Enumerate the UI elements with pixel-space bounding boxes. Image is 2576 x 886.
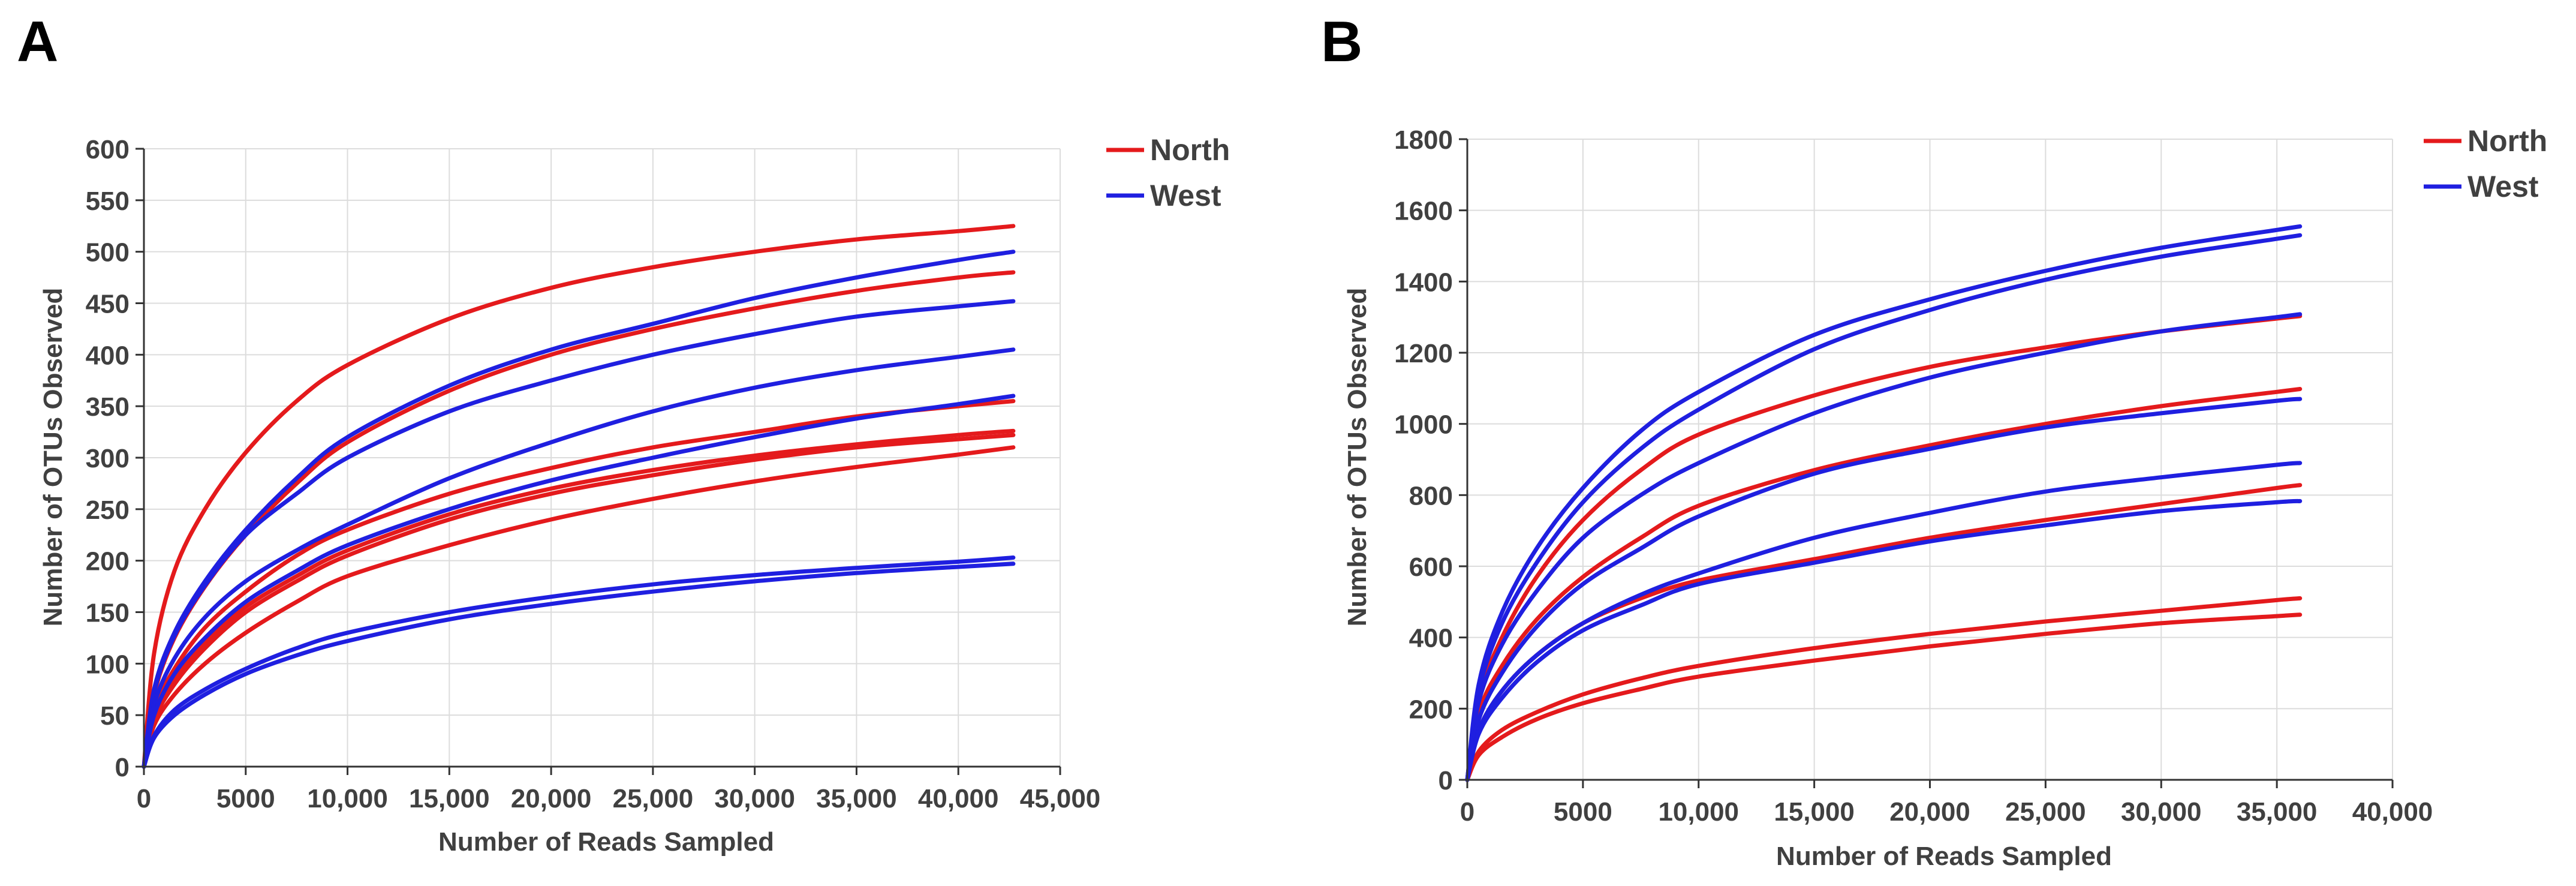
panel-b-x-tick-label: 10,000: [1658, 797, 1739, 827]
panel-a-west-curve-11: [142, 555, 1016, 769]
panel-a-north-curve-4: [142, 428, 1016, 769]
panel-a-y-tick-label: 300: [86, 444, 130, 473]
panel-b-y-tick-label: 800: [1409, 481, 1453, 510]
panel-b-y-tick-label: 1800: [1394, 125, 1453, 155]
panel-a-x-tick-label: 0: [137, 784, 151, 813]
panel-b-legend: North West: [2424, 124, 2547, 203]
panel-b-y-tick-label: 1600: [1394, 197, 1453, 226]
panel-b-y-tick-label: 1200: [1394, 339, 1453, 368]
panel-b-west-curve-6: [1465, 224, 2303, 782]
panel-a-north-curve-2: [142, 270, 1016, 769]
panel-a-x-tick-label: 35,000: [816, 784, 897, 813]
panel-b-y-tick-label: 600: [1409, 552, 1453, 582]
panel-a-y-tick-label: 600: [86, 135, 130, 164]
panel-b-x-tick-label: 20,000: [1889, 797, 1970, 827]
panel-a-ticks: 0 5000 10,000 15,000 20,000 25,000 30,000 35,00…: [86, 135, 1101, 813]
panel-a-y-tick-label: 100: [86, 650, 130, 679]
panel-a-y-tick-label: 500: [86, 238, 130, 268]
panel-a-y-tick-label: 550: [86, 187, 130, 216]
panel-b-legend-north-label: North: [2467, 124, 2547, 158]
panel-a-y-tick-label: 350: [86, 392, 130, 422]
panel-a-x-tick-label: 30,000: [714, 784, 795, 813]
panel-a-west-curve-12: [142, 561, 1016, 769]
panel-a-x-tick-label: 15,000: [409, 784, 490, 813]
panel-a-x-tick-label: 10,000: [307, 784, 388, 813]
panel-b-x-tick-label: 0: [1460, 797, 1474, 827]
panel-a-west-curve-10: [142, 394, 1016, 769]
panel-b: B 0 5000 10,000 15,000 20,000 25,000 30,000 35,…: [1321, 10, 2547, 871]
panel-a-y-tick-label: 400: [86, 341, 130, 370]
panel-b-x-tick-label: 15,000: [1774, 797, 1855, 827]
panel-a-north-curve-5: [142, 433, 1016, 769]
panel-b-west-curve-11: [1465, 498, 2303, 782]
panel-b-west-curve-9: [1465, 397, 2303, 782]
panel-a-x-tick-label: 20,000: [511, 784, 592, 813]
panel-a: A 0 5000 10,000 15,000 20,000 25,000 30,000 35,…: [17, 10, 1230, 857]
panel-b-y-axis-title: Number of OTUs Observed: [1343, 288, 1372, 627]
panel-b-curves: [1465, 224, 2303, 782]
panel-b-x-tick-label: 35,000: [2237, 797, 2318, 827]
panel-a-west-curve-9: [142, 347, 1016, 769]
panel-b-x-axis-title: Number of Reads Sampled: [1776, 842, 2112, 871]
panel-a-y-tick-label: 50: [100, 701, 130, 731]
panel-b-north-curve-2: [1465, 387, 2303, 782]
panel-b-west-curve-7: [1465, 233, 2303, 782]
panel-a-legend: North West: [1106, 133, 1230, 212]
panel-a-x-tick-label: 25,000: [613, 784, 694, 813]
panel-b-ticks: 0 5000 10,000 15,000 20,000 25,000 30,000 35,00…: [1394, 125, 2433, 827]
panel-b-x-tick-label: 5000: [1554, 797, 1612, 827]
panel-a-north-curve-6: [142, 445, 1016, 769]
panel-b-label: B: [1321, 10, 1362, 74]
panel-a-north-curve-1: [142, 224, 1016, 769]
panel-b-y-tick-label: 200: [1409, 695, 1453, 724]
panel-a-x-tick-label: 5000: [216, 784, 275, 813]
panel-a-legend-north-label: North: [1150, 133, 1230, 167]
panel-b-legend-west-label: West: [2467, 170, 2539, 203]
panel-a-label: A: [17, 10, 58, 74]
panel-b-west-curve-10: [1465, 461, 2303, 782]
panel-a-west-curve-8: [142, 299, 1016, 769]
panel-a-y-tick-label: 150: [86, 599, 130, 628]
panel-a-legend-west-label: West: [1150, 179, 1221, 212]
panel-b-y-tick-label: 1000: [1394, 410, 1453, 440]
panel-a-y-tick-label: 0: [115, 753, 130, 782]
panel-a-y-tick-label: 450: [86, 290, 130, 319]
panel-a-north-curve-3: [142, 399, 1016, 769]
panel-b-north-curve-4: [1465, 596, 2303, 782]
panel-a-y-axis-title: Number of OTUs Observed: [38, 288, 68, 627]
panel-a-y-tick-label: 250: [86, 495, 130, 525]
panel-b-west-curve-8: [1465, 312, 2303, 782]
panel-b-y-tick-label: 1400: [1394, 268, 1453, 297]
panel-a-x-axis-title: Number of Reads Sampled: [438, 827, 774, 857]
panel-a-x-tick-label: 45,000: [1020, 784, 1101, 813]
panel-b-y-tick-label: 0: [1439, 766, 1453, 795]
panel-b-x-tick-label: 40,000: [2352, 797, 2433, 827]
panel-a-x-tick-label: 40,000: [918, 784, 999, 813]
panel-b-x-tick-label: 25,000: [2005, 797, 2086, 827]
panel-b-y-tick-label: 400: [1409, 624, 1453, 653]
panel-b-x-tick-label: 30,000: [2121, 797, 2202, 827]
panel-a-y-tick-label: 200: [86, 547, 130, 576]
panel-a-curves: [142, 224, 1016, 769]
panel-b-north-curve-5: [1465, 612, 2303, 782]
